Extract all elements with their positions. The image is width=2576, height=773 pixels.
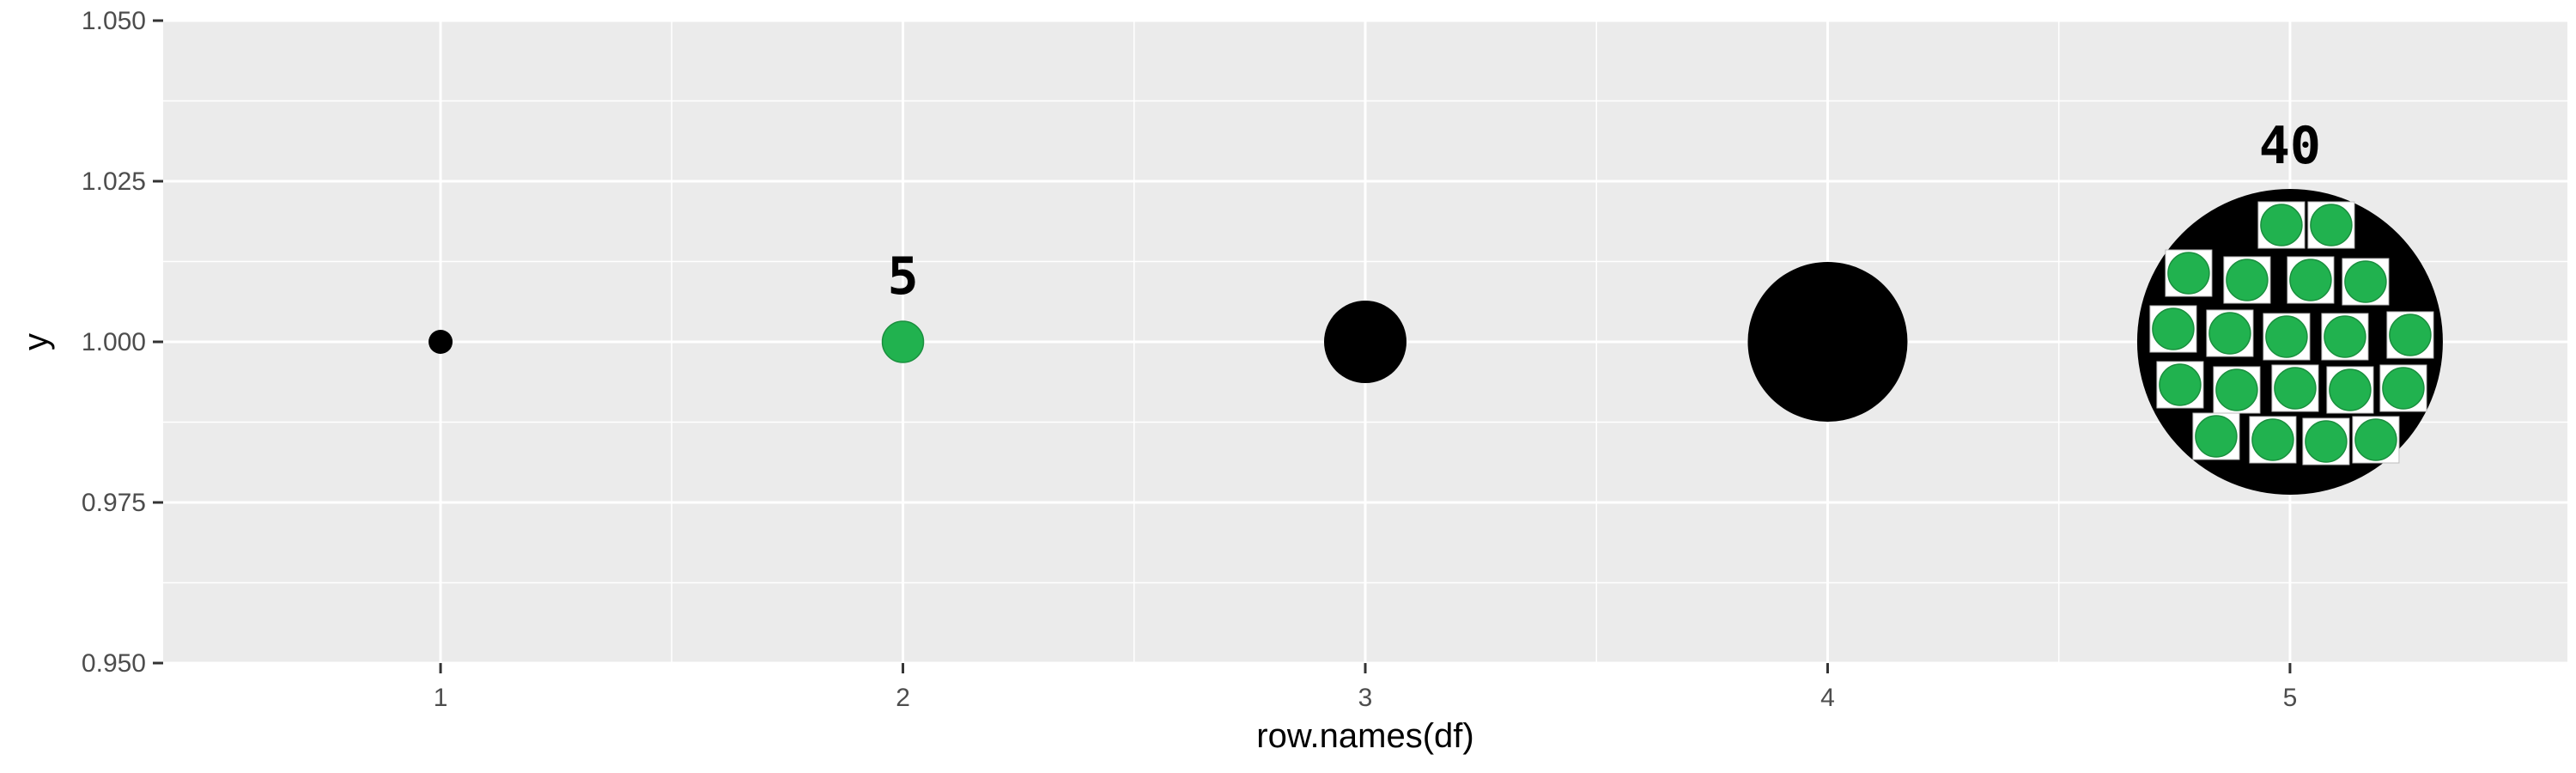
x-tick-label: 5 bbox=[2283, 684, 2298, 712]
y-tick-label: 1.025 bbox=[82, 167, 146, 196]
data-label: 5 bbox=[887, 247, 918, 307]
pattern-dot bbox=[2260, 204, 2303, 247]
pattern-dot bbox=[2226, 259, 2269, 301]
pattern-dot bbox=[2382, 367, 2425, 410]
x-tick-label: 3 bbox=[1358, 684, 1373, 712]
pattern-dot bbox=[2152, 307, 2195, 350]
pattern-dot bbox=[2159, 363, 2202, 406]
pattern-dot bbox=[2251, 418, 2294, 461]
data-point bbox=[428, 330, 453, 354]
pattern-dot bbox=[2215, 368, 2258, 411]
axes: 0.950 0.975 1.000 1.025 1.050 1 2 3 4 5 bbox=[82, 7, 2297, 712]
y-tick-label: 0.975 bbox=[82, 489, 146, 517]
y-tick-label: 0.950 bbox=[82, 649, 146, 678]
y-tick-label: 1.000 bbox=[82, 328, 146, 356]
pattern-dot bbox=[2208, 312, 2251, 355]
data-points bbox=[428, 189, 2443, 495]
pattern-dot bbox=[2289, 259, 2332, 301]
x-tick-label: 1 bbox=[434, 684, 448, 712]
data-point bbox=[1747, 262, 1908, 422]
pattern-dot bbox=[2354, 418, 2397, 461]
pattern-dot bbox=[2329, 368, 2372, 411]
pattern-dot bbox=[2310, 204, 2353, 247]
x-tick-label: 2 bbox=[896, 684, 910, 712]
y-tick-label: 1.050 bbox=[82, 7, 146, 35]
data-point bbox=[881, 320, 925, 363]
data-point bbox=[1324, 301, 1406, 383]
pattern-dot bbox=[2167, 252, 2210, 295]
pattern-dot bbox=[2274, 367, 2317, 410]
pattern-dot bbox=[2344, 260, 2387, 303]
pattern-dot bbox=[2265, 315, 2308, 358]
data-label: 40 bbox=[2259, 116, 2321, 176]
data-labels: 5 40 bbox=[887, 116, 2321, 307]
pattern-dot bbox=[2305, 420, 2348, 463]
pattern-dot bbox=[2195, 415, 2238, 458]
x-axis-title: row.names(df) bbox=[1256, 717, 1473, 755]
y-axis-title: y bbox=[17, 333, 55, 350]
pattern-dot bbox=[2324, 315, 2366, 358]
x-tick-label: 4 bbox=[1820, 684, 1835, 712]
pattern-dot bbox=[2389, 313, 2432, 356]
